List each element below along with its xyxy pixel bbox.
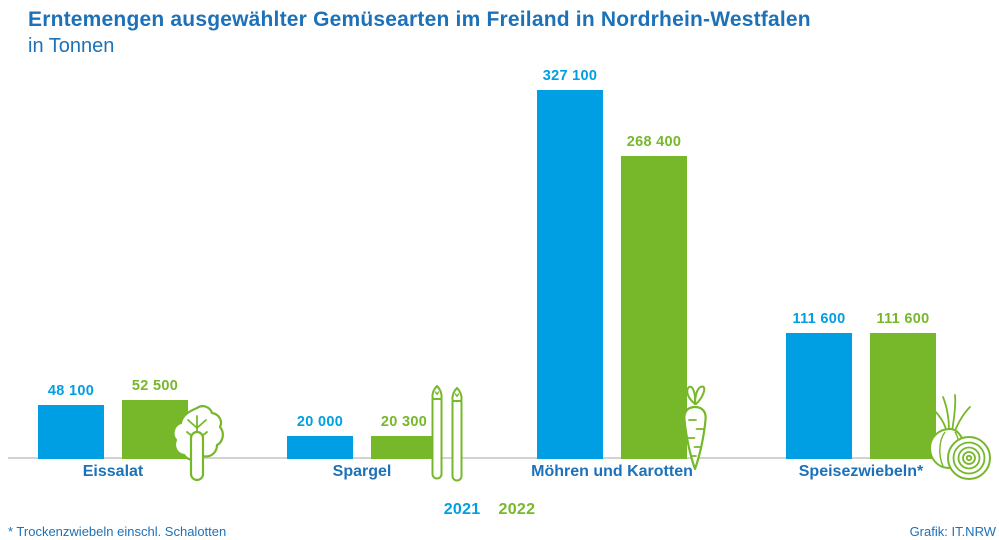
bar-2022-spargel bbox=[371, 436, 437, 459]
footnote: * Trockenzwiebeln einschl. Schalotten bbox=[8, 524, 227, 539]
category-label-eissalat: Eissalat bbox=[82, 463, 144, 480]
value-label-2021-möhren-und-karotten: 327 100 bbox=[542, 68, 598, 84]
bar-2021-möhren-und-karotten bbox=[537, 90, 603, 459]
legend-item-2021: 2021 bbox=[443, 501, 481, 518]
onion-icon bbox=[925, 391, 991, 483]
x-axis-line bbox=[8, 457, 965, 459]
category-label-speisezwiebeln: Speisezwiebeln* bbox=[798, 463, 924, 480]
bar-2022-speisezwiebeln bbox=[870, 333, 936, 459]
value-label-2021-speisezwiebeln: 111 600 bbox=[792, 311, 846, 327]
chart-subtitle: in Tonnen bbox=[28, 35, 115, 57]
credit: Grafik: IT.NRW bbox=[909, 524, 996, 539]
value-label-2022-speisezwiebeln: 111 600 bbox=[876, 311, 930, 327]
category-label-spargel: Spargel bbox=[332, 463, 392, 480]
legend: 2021 2022 bbox=[0, 501, 989, 519]
value-label-2022-eissalat: 52 500 bbox=[131, 378, 179, 394]
value-label-2022-möhren-und-karotten: 268 400 bbox=[626, 134, 682, 150]
bar-2022-möhren-und-karotten bbox=[621, 156, 687, 459]
legend-item-2022: 2022 bbox=[498, 501, 536, 518]
bar-2021-eissalat bbox=[38, 405, 104, 459]
asparagus-icon bbox=[428, 384, 468, 483]
category-label-möhren-und-karotten: Möhren und Karotten bbox=[531, 463, 693, 480]
value-label-2022-spargel: 20 300 bbox=[380, 414, 428, 430]
bar-2021-spargel bbox=[287, 436, 353, 459]
chart-title: Erntemengen ausgewählter Gemüsearten im … bbox=[28, 8, 811, 31]
value-label-2021-eissalat: 48 100 bbox=[47, 383, 95, 399]
value-label-2021-spargel: 20 000 bbox=[296, 414, 344, 430]
lettuce-icon bbox=[170, 402, 224, 482]
bar-2021-speisezwiebeln bbox=[786, 333, 852, 459]
carrot-icon bbox=[676, 383, 714, 478]
